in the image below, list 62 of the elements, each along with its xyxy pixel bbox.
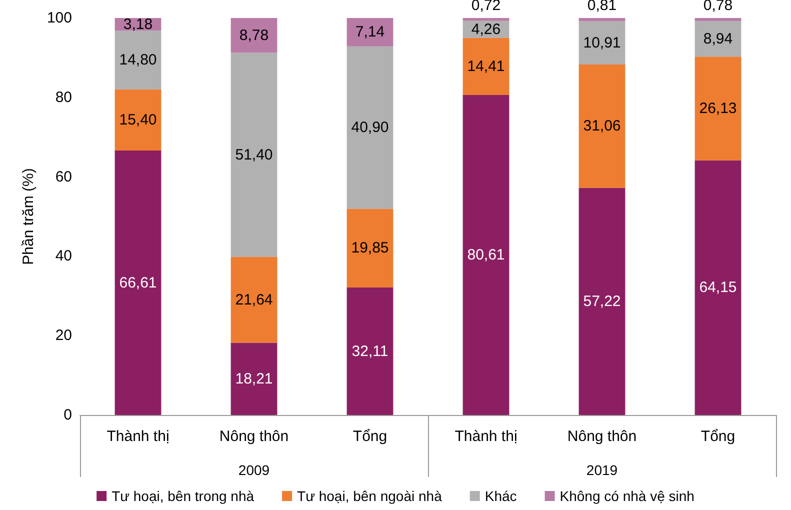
data-label: 4,26 xyxy=(471,20,501,38)
x-tick-label: Tổng xyxy=(700,428,736,445)
bar xyxy=(462,94,510,415)
bar xyxy=(578,188,626,415)
bar xyxy=(346,288,394,415)
bar xyxy=(230,18,278,53)
x-tick-label: Thành thị xyxy=(106,428,170,445)
bar xyxy=(578,64,626,188)
bar xyxy=(694,160,742,415)
y-tick-label: 100 xyxy=(46,10,72,26)
y-tick-label: 80 xyxy=(55,88,72,106)
data-label: 8,94 xyxy=(703,30,733,48)
text: 2019 xyxy=(586,462,618,478)
data-label: 15,40 xyxy=(119,111,157,128)
y-tick-label: 20 xyxy=(55,327,72,344)
y-tick-label: 0 xyxy=(64,406,72,424)
legend-label: Không có nhà vệ sinh xyxy=(560,488,694,504)
legend-label: Tư hoại, bên trong nhà xyxy=(112,488,254,504)
legend-label: Khác xyxy=(484,488,517,504)
bar xyxy=(346,18,394,46)
bar xyxy=(230,342,278,415)
bar xyxy=(462,38,510,95)
bar xyxy=(114,150,162,415)
y-axis-title: Phần trăm (%) xyxy=(20,168,38,265)
bar xyxy=(114,89,162,151)
data-label: 14,80 xyxy=(119,52,157,69)
data-label: 51,40 xyxy=(235,146,273,164)
bar xyxy=(578,21,626,65)
x-tick-label: Thành thị xyxy=(454,428,518,445)
x-tick-label: Nông thôn xyxy=(567,428,637,445)
data-label: 10,91 xyxy=(583,34,621,52)
text: 2009 xyxy=(238,462,270,478)
data-label: 64,15 xyxy=(699,279,737,296)
data-label: 21,64 xyxy=(235,291,273,308)
y-tick-label: 60 xyxy=(55,168,72,186)
x-tick-label: Nông thôn xyxy=(219,428,289,445)
data-label: 32,11 xyxy=(352,342,388,360)
data-label: 80,61 xyxy=(467,246,505,264)
bar xyxy=(346,46,394,209)
data-label: 40,90 xyxy=(351,119,389,136)
data-label: 19,85 xyxy=(351,240,389,257)
x-tick-label: Tổng xyxy=(352,428,388,445)
bar xyxy=(578,18,626,22)
data-label: 14,41 xyxy=(467,58,505,75)
data-label: 57,22 xyxy=(583,292,621,310)
data-label: 18,21 xyxy=(235,370,273,388)
bar xyxy=(694,21,742,57)
legend-label: Tư hoại, bên ngoài nhà xyxy=(297,488,442,504)
data-label: 8,78 xyxy=(239,26,269,44)
bar xyxy=(694,18,742,22)
data-label: 3,18 xyxy=(123,16,153,33)
bar xyxy=(230,52,278,257)
bar xyxy=(694,56,742,160)
data-label: 66,61 xyxy=(119,274,157,292)
data-label: 26,13 xyxy=(699,100,737,117)
bar xyxy=(114,30,162,90)
y-tick-label: 40 xyxy=(55,248,72,265)
data-label: 7,14 xyxy=(355,24,385,41)
bar xyxy=(346,208,394,288)
bar xyxy=(462,18,510,21)
data-label: 31,06 xyxy=(583,118,621,135)
bar xyxy=(230,256,278,343)
